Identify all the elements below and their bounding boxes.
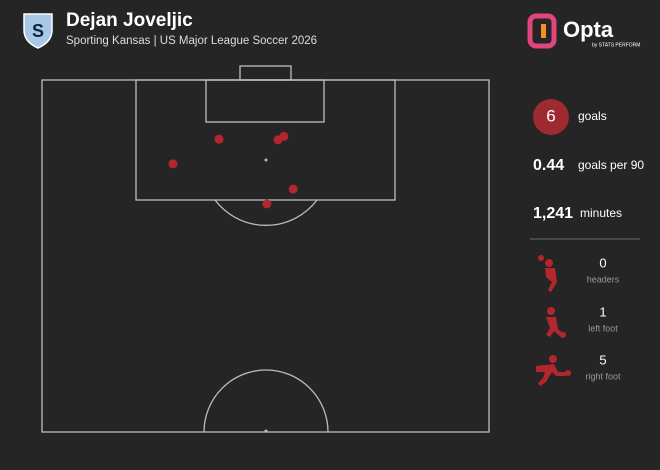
- body-part-label: left foot: [588, 323, 618, 333]
- svg-text:S: S: [32, 21, 44, 41]
- brand-logo: [527, 13, 557, 49]
- header-icon: [538, 255, 557, 292]
- goal-dot: [279, 131, 289, 141]
- stat-label: goals: [578, 109, 607, 123]
- brand-tagline: by STATS PERFORM: [592, 42, 640, 48]
- left-foot-icon: [546, 307, 566, 338]
- pitch: [41, 65, 490, 433]
- goal-dot: [288, 184, 298, 194]
- body-part-value: 1: [599, 304, 606, 319]
- club-badge: S: [23, 13, 53, 49]
- right-foot-icon: [536, 355, 571, 386]
- brand-name: Opta: [563, 17, 614, 42]
- stat-label: minutes: [580, 206, 622, 220]
- body-part-value: 5: [599, 352, 606, 367]
- goal-dot: [262, 199, 272, 209]
- chart-subtitle: Sporting Kansas | US Major League Soccer…: [66, 35, 317, 47]
- stat-badge: [533, 99, 569, 135]
- goal-dot: [168, 159, 178, 169]
- body-part-value: 0: [599, 255, 606, 270]
- stat-value: 6: [546, 106, 555, 125]
- stat-value: 1,241: [533, 205, 573, 222]
- chart-title: Dejan Joveljic: [66, 10, 193, 31]
- goal-dot: [214, 134, 224, 144]
- stat-value: 0.44: [533, 157, 564, 174]
- stat-label: goals per 90: [578, 158, 644, 172]
- body-part-label: headers: [587, 274, 620, 284]
- body-part-label: right foot: [585, 371, 621, 381]
